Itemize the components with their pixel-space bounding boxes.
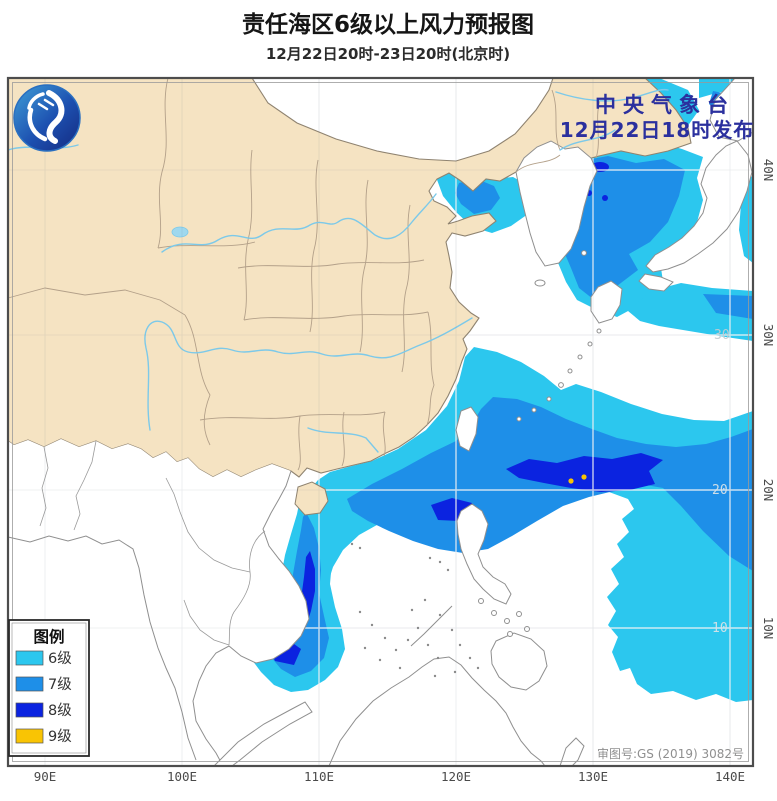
legend-item-force6: 6级 [15,650,72,667]
jeju-island [534,279,546,287]
y-axis-labels: 40N 30N 20N 10N [761,159,776,640]
india-myanmar-border [73,440,97,531]
map-frame-outer [6,76,755,768]
grid-label-30: 30 [714,328,730,343]
legend-label-force8: 8级 [48,702,72,719]
ryukyu-islands [516,250,602,422]
shikoku-island [638,273,674,292]
wind-areas-force8 [269,162,663,665]
wind-area-8-speck [602,195,608,201]
thailand-myanmar-border [165,477,251,573]
graticule-faint [8,78,753,766]
x-label-90e: 90E [34,769,57,784]
songhua-river [559,129,616,151]
mindanao-island [490,632,548,691]
legend: 图例 6级 7级 8级 9级 [8,619,90,757]
legend-swatch-force9 [15,728,44,744]
x-label-110e: 110E [304,769,334,784]
honshu-island [645,140,753,273]
legend-label-force9: 9级 [48,728,72,745]
page-subtitle: 12月22日20时-23日20时(北京时) [266,45,510,63]
legend-swatch-force7 [15,676,44,692]
grid-label-20: 20 [712,483,728,498]
map-frame-inner [12,82,749,762]
qinghai-lake [171,226,189,238]
china-province-borders [7,77,601,471]
legend-item-force9: 9级 [15,728,72,745]
legend-item-force8: 8级 [15,702,72,719]
sumatra-island [212,701,313,767]
legend-swatch-force8 [15,702,44,718]
china-rivers [7,88,669,453]
y-label-40n: 40N [761,159,776,182]
wind-area-7-bohai [455,179,500,214]
wind-area-9-dot [581,474,587,480]
x-label-130e: 130E [578,769,608,784]
map-approval-number: 审图号:GS (2019) 3082号 [597,746,744,761]
y-label-20n: 20N [761,479,776,502]
page-title: 责任海区6级以上风力预报图 [242,11,534,38]
hainan-island [294,481,329,516]
kyushu-island [590,280,623,324]
myanmar-india-coastline [7,535,197,761]
reef-dots [350,542,480,678]
cma-logo [13,84,81,152]
yangtze-river [144,317,473,431]
cambodia-border [183,599,230,646]
yellow-river [161,193,437,253]
legend-swatch-force6 [15,650,44,666]
borneo-island [328,656,547,767]
y-label-30n: 30N [761,324,776,347]
legend-item-force7: 7级 [15,676,72,693]
issuer-time: 12月22日18时发布 [560,118,755,142]
wind-area-6-main-band [305,347,753,702]
wind-area-8-main-core [506,453,663,492]
x-label-140e: 140E [715,769,745,784]
y-label-10n: 10N [761,617,776,640]
x-label-120e: 120E [441,769,471,784]
amur-river [555,88,669,102]
legend-title: 图例 [33,627,64,646]
wind-area-7-pacific-30n [703,294,753,319]
vietnam-coastline [192,470,310,767]
legend-label-force7: 7级 [48,676,72,693]
cma-logo-swirl [46,90,65,144]
laos-thailand-border [228,530,266,646]
luzon-island [456,503,512,605]
korea-peninsula [515,140,598,267]
grid-label-10: 10 [712,621,728,636]
x-label-100e: 100E [167,769,197,784]
issuer-agency: 中央气象台 [595,93,735,117]
wind-area-9-dot [568,478,574,484]
wind-areas-force9 [568,474,587,484]
legend-label-force6: 6级 [48,650,72,667]
taiwan-island [455,406,479,452]
visayas-islands [478,598,530,637]
x-axis-labels: 90E 100E 110E 120E 130E 140E [34,769,745,784]
palawan-island [410,605,453,647]
bangladesh-border [39,446,49,527]
pearl-river [307,427,379,453]
